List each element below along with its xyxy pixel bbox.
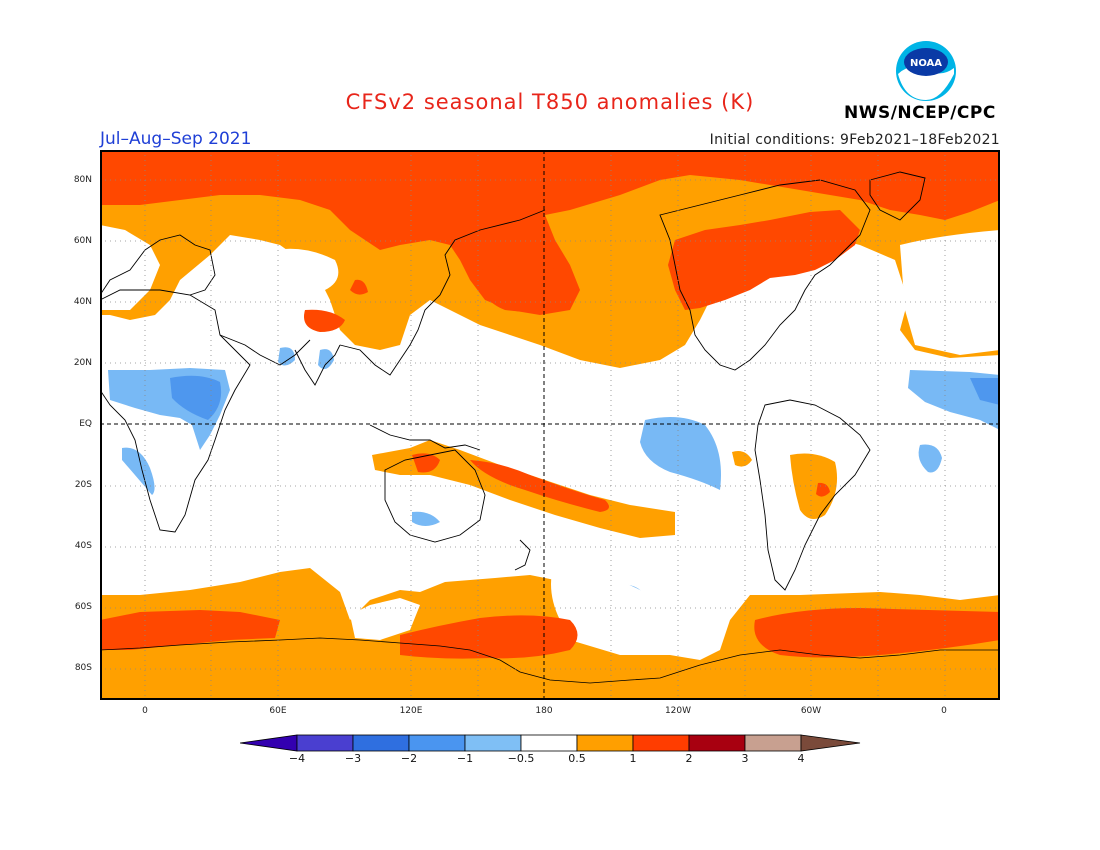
anomaly-map — [100, 150, 1000, 700]
lat-label: 40N — [73, 297, 92, 307]
colorbar-label: −4 — [288, 752, 306, 765]
nz-outline — [514, 539, 531, 571]
colorbar-swatch — [352, 734, 410, 752]
season-label: Jul–Aug–Sep 2021 — [100, 129, 252, 149]
cool-region-indian-ocean — [918, 444, 942, 473]
map-title: CFSv2 seasonal T850 anomalies (K) — [345, 90, 755, 114]
lat-label: 80S — [74, 663, 92, 673]
greenland-outline — [869, 171, 926, 221]
warm-patch-central-asia — [304, 309, 345, 332]
colorbar — [240, 734, 861, 752]
antarctica-landmass — [100, 637, 1000, 684]
cool-region-australia-west — [412, 511, 440, 526]
cool-core-atlantic — [970, 378, 1000, 405]
warm-region-north-pacific — [479, 265, 575, 312]
lat-label: 20N — [73, 358, 92, 368]
east-asia-outline — [339, 209, 546, 376]
warm-region-north-america — [668, 210, 860, 310]
lon-label: 120E — [399, 706, 423, 716]
colorbar-label: 4 — [797, 752, 805, 765]
colorbar-swatch — [296, 734, 354, 752]
colorbar-label: 0.5 — [568, 752, 586, 765]
colorbar-arrow-high — [800, 734, 861, 752]
colorbar-label: −2 — [400, 752, 418, 765]
org-label: NWS/NCEP/CPC — [844, 103, 996, 123]
neutral-region-south-pacific — [551, 560, 715, 653]
colorbar-label: 2 — [685, 752, 693, 765]
warm-region-north-mid — [100, 150, 1000, 315]
neutral-region-southern-indian — [350, 598, 420, 640]
lon-label: 180 — [535, 706, 553, 716]
colorbar-swatch — [408, 734, 466, 752]
colorbar-swatch — [464, 734, 522, 752]
lat-label: 40S — [74, 541, 92, 551]
colorbar-swatch — [520, 734, 578, 752]
colorbar-label: −0.5 — [507, 752, 535, 765]
initial-conditions-label: Initial conditions: 9Feb2021–18Feb2021 — [709, 132, 1000, 148]
noaa-logo-icon: NOAA — [896, 41, 956, 101]
colorbar-arrow-low — [240, 734, 298, 752]
map-gridlines — [100, 150, 1000, 700]
australia-outline — [384, 449, 486, 543]
warm-region-southern-mid-east — [754, 608, 1000, 658]
cool-region-bay — [318, 349, 334, 369]
colorbar-swatch — [688, 734, 746, 752]
lat-label: 60S — [74, 602, 92, 612]
lon-label: 0 — [142, 706, 148, 716]
neutral-region-europe-east — [900, 230, 1000, 355]
warm-region-southern-mid-central — [400, 615, 578, 659]
cool-region-india — [278, 347, 295, 366]
lat-label: EQ — [79, 419, 92, 429]
warm-region-south-america — [790, 453, 838, 519]
warm-patch-asia-small — [350, 279, 368, 295]
colorbar-swatch — [632, 734, 690, 752]
cool-region-madagascar-sea — [122, 447, 155, 495]
neutral-region-europe — [100, 225, 160, 310]
colorbar-label: −1 — [456, 752, 474, 765]
europe-outline — [100, 234, 216, 296]
colorbar-label: 1 — [629, 752, 637, 765]
warm-patch-east-pacific — [732, 451, 752, 467]
lat-label: 20S — [74, 480, 92, 490]
lon-label: 60W — [800, 706, 822, 716]
warm-region-south-pacific-mid — [470, 460, 609, 512]
lon-label: 0 — [941, 706, 947, 716]
sea-islands-outline — [369, 424, 481, 451]
colorbar-swatch — [576, 734, 634, 752]
lon-label: 60E — [269, 706, 287, 716]
south-america-outline — [754, 399, 871, 591]
africa-outline — [100, 289, 251, 533]
logo-text: NOAA — [910, 58, 942, 69]
lat-label: 60N — [73, 236, 92, 246]
neutral-region-asia — [272, 248, 339, 292]
lon-label: 120W — [664, 706, 692, 716]
lat-label: 80N — [73, 175, 92, 185]
arabia-outline — [219, 334, 311, 366]
map-frame — [100, 150, 1000, 700]
india-outline — [294, 344, 341, 386]
cool-region-east-pacific — [640, 416, 721, 490]
colorbar-label: 3 — [741, 752, 749, 765]
cool-core-africa — [170, 375, 222, 420]
colorbar-label: −3 — [344, 752, 362, 765]
warm-patch-indonesia — [412, 453, 440, 473]
warm-core-south-america — [816, 482, 830, 497]
colorbar-swatch — [744, 734, 802, 752]
